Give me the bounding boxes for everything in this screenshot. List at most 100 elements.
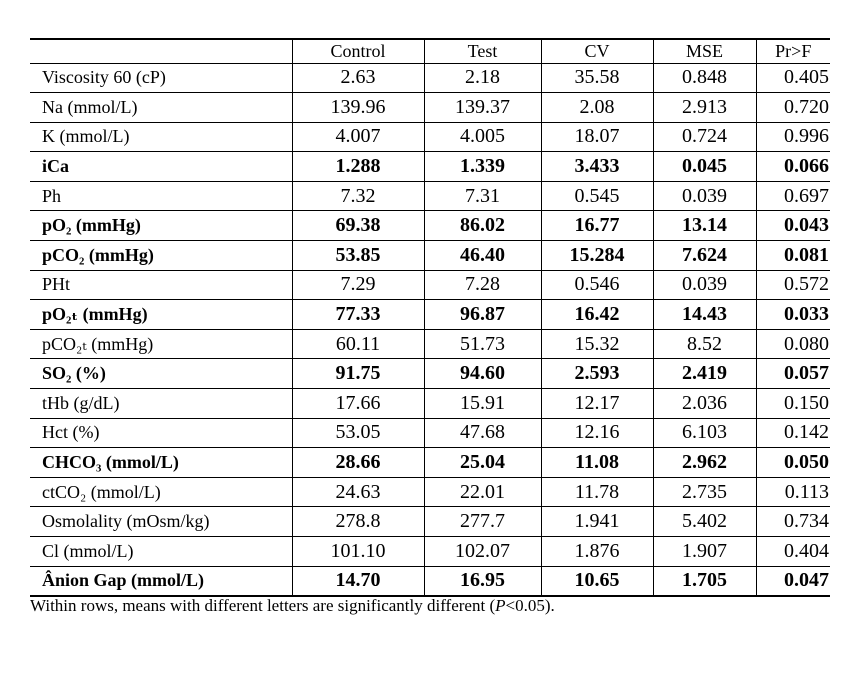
test-value: 4.005 xyxy=(423,122,541,153)
results-table-container: Control Test CV MSE Pr>F Viscosity 60 (cP) 2.… xyxy=(30,38,830,597)
table-row: pO₂ₜ (mmHg) 77.33 96.87 16.42 14.43 0.033 xyxy=(30,299,830,330)
cv-value: 35.58 xyxy=(540,63,653,94)
pr-f-value: 0.404 xyxy=(755,536,830,567)
control-value: 77.33 xyxy=(291,299,424,330)
pr-f-value: 0.043 xyxy=(755,210,830,242)
table-row: Na (mmol/L) 139.96 139.37 2.08 2.913 0.720 xyxy=(30,92,830,123)
pr-f-value: 0.057 xyxy=(755,358,830,390)
mse-value: 1.705 xyxy=(652,566,756,597)
test-value: 277.7 xyxy=(423,506,541,537)
test-value: 22.01 xyxy=(423,477,541,508)
test-value: 7.31 xyxy=(423,181,541,212)
test-value: 1.339 xyxy=(423,151,541,182)
mse-value: 2.036 xyxy=(652,388,756,419)
control-value: 4.007 xyxy=(291,122,424,153)
header-pr-f: Pr>F xyxy=(755,38,830,64)
table-row: pCO₂ (mmHg) 53.85 46.40 15.284 7.624 0.081 xyxy=(30,240,830,271)
mse-value: 5.402 xyxy=(652,506,756,537)
row-label: Na (mmol/L) xyxy=(30,92,292,123)
control-value: 2.63 xyxy=(291,63,424,94)
row-label: ctCO₂ (mmol/L) xyxy=(30,477,292,508)
mse-value: 0.039 xyxy=(652,181,756,212)
mse-value: 2.419 xyxy=(652,358,756,390)
row-label: Cl (mmol/L) xyxy=(30,536,292,567)
cv-value: 12.16 xyxy=(540,418,653,449)
pr-f-value: 0.572 xyxy=(755,270,830,301)
cv-value: 2.593 xyxy=(540,358,653,390)
control-value: 17.66 xyxy=(291,388,424,419)
header-control: Control xyxy=(291,38,424,64)
pr-f-value: 0.734 xyxy=(755,506,830,537)
test-value: 7.28 xyxy=(423,270,541,301)
table-footnote: Within rows, means with different letter… xyxy=(30,596,555,616)
cv-value: 0.546 xyxy=(540,270,653,301)
mse-value: 14.43 xyxy=(652,299,756,330)
table-row: Cl (mmol/L) 101.10 102.07 1.876 1.907 0.404 xyxy=(30,536,830,567)
row-label: PHt xyxy=(30,270,292,301)
control-value: 14.70 xyxy=(291,566,424,597)
table-header-row: Control Test CV MSE Pr>F xyxy=(30,38,830,64)
header-blank xyxy=(30,38,292,64)
mse-value: 0.039 xyxy=(652,270,756,301)
mse-value: 6.103 xyxy=(652,418,756,449)
cv-value: 16.77 xyxy=(540,210,653,242)
cv-value: 11.08 xyxy=(540,447,653,478)
test-value: 46.40 xyxy=(423,240,541,271)
footnote-text-before: Within rows, means with different letter… xyxy=(30,596,496,615)
test-value: 25.04 xyxy=(423,447,541,478)
table-row: Ph 7.32 7.31 0.545 0.039 0.697 xyxy=(30,181,830,212)
pr-f-value: 0.150 xyxy=(755,388,830,419)
table-row: PHt 7.29 7.28 0.546 0.039 0.572 xyxy=(30,270,830,301)
row-label: Osmolality (mOsm/kg) xyxy=(30,506,292,537)
control-value: 28.66 xyxy=(291,447,424,478)
cv-value: 16.42 xyxy=(540,299,653,330)
row-label: Ph xyxy=(30,181,292,212)
cv-value: 15.284 xyxy=(540,240,653,271)
cv-value: 3.433 xyxy=(540,151,653,182)
cv-value: 1.876 xyxy=(540,536,653,567)
cv-value: 15.32 xyxy=(540,329,653,360)
control-value: 24.63 xyxy=(291,477,424,508)
pr-f-value: 0.080 xyxy=(755,329,830,360)
table-row: pO₂ (mmHg) 69.38 86.02 16.77 13.14 0.043 xyxy=(30,210,830,242)
header-test: Test xyxy=(423,38,541,64)
control-value: 53.05 xyxy=(291,418,424,449)
mse-value: 7.624 xyxy=(652,240,756,271)
row-label: Hct (%) xyxy=(30,418,292,449)
pr-f-value: 0.066 xyxy=(755,151,830,182)
pr-f-value: 0.047 xyxy=(755,566,830,597)
control-value: 278.8 xyxy=(291,506,424,537)
control-value: 69.38 xyxy=(291,210,424,242)
test-value: 94.60 xyxy=(423,358,541,390)
test-value: 15.91 xyxy=(423,388,541,419)
cv-value: 18.07 xyxy=(540,122,653,153)
table-row: pCO₂ₜ (mmHg) 60.11 51.73 15.32 8.52 0.080 xyxy=(30,329,830,360)
cv-value: 1.941 xyxy=(540,506,653,537)
row-label: pCO₂ₜ (mmHg) xyxy=(30,329,292,360)
row-label: Ânion Gap (mmol/L) xyxy=(30,566,292,597)
pr-f-value: 0.142 xyxy=(755,418,830,449)
control-value: 53.85 xyxy=(291,240,424,271)
mse-value: 0.848 xyxy=(652,63,756,94)
table-row: ctCO₂ (mmol/L) 24.63 22.01 11.78 2.735 0.113 xyxy=(30,477,830,508)
pr-f-value: 0.720 xyxy=(755,92,830,123)
row-label: pO₂ (mmHg) xyxy=(30,210,292,242)
test-value: 51.73 xyxy=(423,329,541,360)
row-label: K (mmol/L) xyxy=(30,122,292,153)
test-value: 139.37 xyxy=(423,92,541,123)
pr-f-value: 0.033 xyxy=(755,299,830,330)
table-row: CHCO₃ (mmol/L) 28.66 25.04 11.08 2.962 0.050 xyxy=(30,447,830,478)
table-row: Ânion Gap (mmol/L) 14.70 16.95 10.65 1.705 0.… xyxy=(30,566,830,597)
cv-value: 11.78 xyxy=(540,477,653,508)
test-value: 16.95 xyxy=(423,566,541,597)
header-cv: CV xyxy=(540,38,653,64)
mse-value: 2.913 xyxy=(652,92,756,123)
pr-f-value: 0.113 xyxy=(755,477,830,508)
row-label: pCO₂ (mmHg) xyxy=(30,240,292,271)
footnote-text-after: <0.05). xyxy=(505,596,555,615)
test-value: 86.02 xyxy=(423,210,541,242)
mse-value: 0.724 xyxy=(652,122,756,153)
table-row: K (mmol/L) 4.007 4.005 18.07 0.724 0.996 xyxy=(30,122,830,153)
row-label: iCa xyxy=(30,151,292,182)
row-label: pO₂ₜ (mmHg) xyxy=(30,299,292,330)
